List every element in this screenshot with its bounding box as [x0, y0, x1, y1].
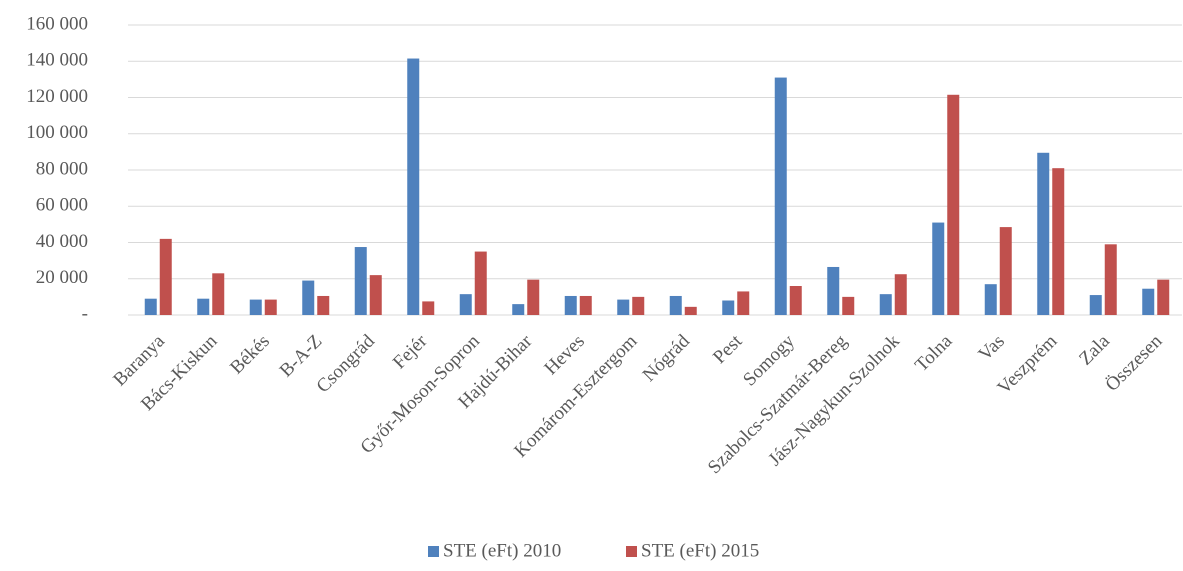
bar: [512, 304, 525, 315]
bar: [1142, 288, 1155, 315]
x-tick-label: B-A-Z: [276, 331, 327, 382]
bar: [632, 296, 645, 315]
x-tick-label: Vas: [975, 331, 1009, 365]
bar: [159, 238, 172, 315]
bar: [1157, 279, 1170, 315]
bar: [579, 295, 592, 315]
x-tick-label: Békés: [226, 331, 274, 379]
x-tick-label: Tolna: [911, 330, 957, 376]
x-tick-label: Zala: [1075, 330, 1114, 369]
bar: [879, 294, 892, 315]
bar: [459, 294, 472, 315]
bar: [984, 284, 997, 315]
x-tick-label: Összesen: [1102, 330, 1167, 395]
legend-label: STE (eFt) 2010: [443, 540, 561, 561]
bar: [617, 299, 630, 315]
bar: [894, 274, 907, 315]
y-tick-label: 140 000: [26, 50, 88, 71]
bar: [369, 275, 382, 315]
x-tick-label: Heves: [540, 331, 588, 379]
bar: [212, 273, 225, 315]
bar: [947, 94, 960, 315]
x-tick-label: Pest: [709, 330, 747, 368]
bar: [774, 77, 787, 315]
bar: [827, 266, 840, 315]
y-tick-label: 120 000: [26, 86, 88, 107]
bar: [737, 291, 750, 315]
y-tick-label: 40 000: [36, 231, 88, 252]
bar: [474, 251, 487, 315]
legend-label: STE (eFt) 2015: [641, 540, 759, 561]
bar: [684, 306, 697, 315]
legend-swatch: [626, 546, 637, 557]
bar: [999, 227, 1012, 315]
bar: [249, 299, 262, 315]
bar: [1052, 168, 1065, 315]
bar: [842, 296, 855, 315]
bar: [197, 298, 210, 315]
bar: [1037, 152, 1050, 315]
y-tick-label: 80 000: [36, 158, 88, 179]
bar: [407, 58, 420, 315]
bar: [789, 286, 802, 315]
bar: [422, 301, 435, 315]
bar: [527, 279, 540, 315]
bar: [932, 222, 945, 315]
x-tick-label: Fejér: [389, 330, 432, 373]
bar: [317, 295, 330, 315]
bar: [354, 247, 367, 315]
bar: [1089, 295, 1102, 315]
x-tick-label: Csongrád: [313, 330, 380, 397]
bar: [1104, 244, 1117, 315]
bar: [302, 280, 315, 315]
y-tick-label: -: [82, 303, 88, 324]
bar: [564, 295, 577, 315]
bar: [264, 299, 277, 315]
bar: [144, 298, 157, 315]
legend-swatch: [428, 546, 439, 557]
bar: [722, 300, 735, 315]
y-tick-label: 60 000: [36, 195, 88, 216]
y-tick-label: 100 000: [26, 122, 88, 143]
bar: [669, 295, 682, 315]
y-tick-label: 20 000: [36, 267, 88, 288]
y-tick-label: 160 000: [26, 13, 88, 34]
x-tick-label: Nógrád: [639, 330, 694, 385]
